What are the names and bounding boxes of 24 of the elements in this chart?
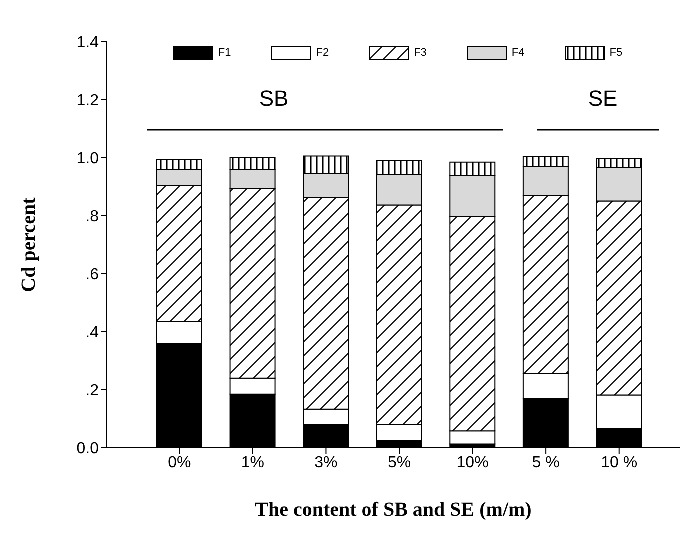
y-tick-label: .2	[86, 382, 100, 400]
legend-label: F3	[414, 47, 427, 59]
legend-label: F1	[218, 47, 232, 59]
annotation: SB	[259, 86, 289, 111]
x-tick-label: 1%	[241, 454, 264, 472]
x-tick-label: 10 %	[601, 454, 638, 472]
y-axis-title: Cd percent	[18, 197, 40, 292]
legend-label: F4	[512, 47, 525, 59]
y-tick-label: 1.2	[76, 92, 100, 110]
y-tick-label: .6	[86, 266, 100, 284]
x-tick-label: 5%	[388, 454, 412, 472]
annotation: SE	[588, 86, 618, 111]
y-tick-label: 1.0	[76, 150, 100, 168]
legend-label: F5	[610, 47, 623, 59]
x-axis-title: The content of SB and SE (m/m)	[255, 499, 532, 521]
legend-label: F2	[316, 47, 330, 59]
x-tick-label: 3%	[314, 454, 338, 472]
x-tick-label: 10%	[456, 454, 489, 472]
x-tick-label: 0%	[168, 454, 192, 472]
x-tick-label: 5 %	[532, 454, 560, 472]
y-tick-label: 0.0	[76, 440, 100, 458]
y-tick-label: .8	[86, 208, 100, 226]
y-tick-label: 1.4	[76, 34, 100, 52]
y-tick-label: .4	[86, 324, 100, 342]
